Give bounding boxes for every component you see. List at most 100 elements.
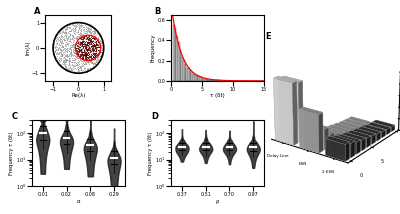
Point	[68, 58, 75, 62]
Point	[84, 68, 90, 72]
Point	[85, 41, 92, 45]
Point	[57, 39, 64, 43]
Point	[98, 49, 105, 52]
Point	[85, 35, 91, 39]
Point	[67, 29, 74, 33]
Point	[90, 65, 96, 68]
Point	[92, 31, 98, 34]
Point	[92, 60, 99, 63]
Point	[90, 46, 97, 49]
Point	[71, 32, 78, 35]
Point	[82, 51, 88, 54]
Point	[100, 51, 106, 55]
Point	[68, 53, 74, 56]
Point	[92, 56, 98, 59]
Point	[87, 41, 94, 44]
Point	[73, 46, 79, 50]
Point	[94, 37, 100, 40]
Point	[56, 45, 62, 49]
Point	[90, 31, 97, 35]
Point	[89, 35, 96, 39]
Point	[65, 34, 72, 38]
Point	[88, 60, 94, 63]
Point	[91, 64, 98, 67]
Point	[85, 34, 91, 37]
Point	[60, 67, 67, 70]
Point	[57, 36, 63, 40]
Point	[84, 33, 90, 36]
Point	[81, 51, 88, 55]
Point	[87, 55, 94, 58]
Point	[80, 53, 87, 56]
Point	[62, 48, 68, 52]
Point	[55, 51, 62, 55]
Point	[67, 30, 73, 33]
Point	[92, 47, 99, 50]
Point	[90, 66, 96, 70]
Point	[56, 30, 63, 33]
Point	[85, 34, 92, 37]
Point	[67, 32, 73, 36]
Point	[86, 41, 92, 45]
Point	[82, 56, 88, 60]
Point	[61, 28, 68, 32]
Point	[94, 40, 101, 43]
Point	[86, 43, 92, 46]
Point	[99, 54, 106, 57]
Point	[96, 50, 103, 54]
Point	[70, 38, 76, 41]
Point	[65, 37, 72, 40]
Point	[88, 47, 94, 50]
Point	[79, 53, 85, 56]
Point	[72, 67, 79, 71]
Point	[94, 37, 100, 40]
Point	[89, 43, 95, 46]
Point	[90, 48, 96, 51]
Point	[54, 41, 60, 45]
Point	[77, 49, 84, 53]
Point	[85, 49, 91, 52]
Point	[94, 52, 100, 56]
Point	[74, 40, 81, 43]
Point	[72, 37, 79, 41]
Point	[80, 33, 86, 37]
Point	[83, 29, 89, 33]
Point	[72, 46, 78, 49]
Point	[72, 54, 78, 58]
Point	[60, 58, 67, 61]
Point	[88, 39, 94, 42]
Point	[84, 52, 90, 56]
Point	[94, 53, 100, 56]
Point	[71, 43, 77, 46]
Point	[90, 36, 97, 40]
Point	[79, 39, 85, 42]
Point	[86, 38, 92, 41]
Point	[66, 26, 72, 30]
Point	[77, 33, 83, 36]
Point	[98, 55, 104, 59]
Point	[62, 39, 68, 43]
Point	[98, 56, 104, 59]
Point	[78, 33, 84, 37]
Point	[76, 32, 82, 36]
Point	[70, 43, 76, 46]
Point	[55, 49, 61, 52]
Point	[96, 48, 102, 52]
Point	[81, 36, 87, 39]
Point	[80, 57, 86, 60]
Point	[94, 48, 100, 51]
Point	[83, 55, 90, 58]
Point	[87, 36, 93, 40]
Point	[98, 51, 105, 54]
Point	[56, 46, 62, 50]
Point	[81, 47, 87, 51]
Point	[75, 23, 81, 26]
Point	[86, 42, 92, 45]
Point	[60, 35, 66, 38]
Point	[80, 62, 87, 65]
Point	[74, 24, 80, 27]
Point	[87, 40, 94, 43]
Point	[92, 62, 99, 65]
Point	[85, 56, 92, 59]
Point	[84, 27, 90, 30]
